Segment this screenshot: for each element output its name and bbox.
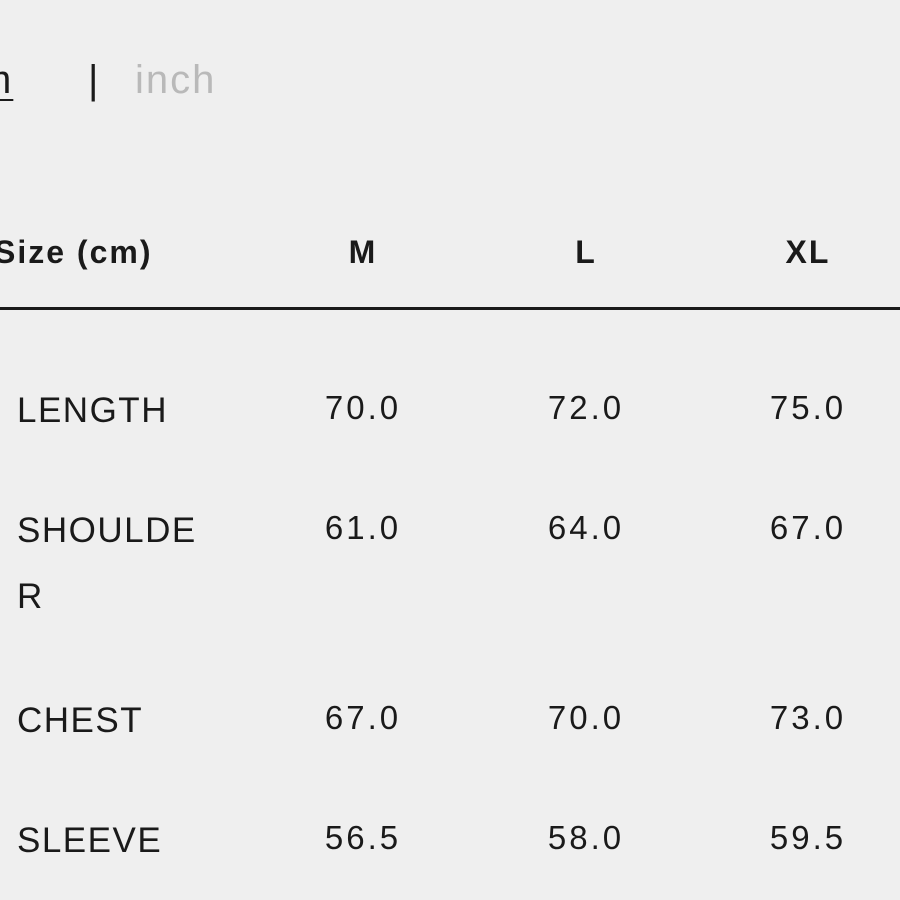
row-label: SLEEVE bbox=[17, 821, 163, 860]
cell-value: 70.0 bbox=[324, 389, 402, 426]
cell-value: 59.5 bbox=[769, 819, 847, 856]
unit-separator: | bbox=[88, 58, 101, 102]
cell-value: 58.0 bbox=[547, 819, 625, 856]
row-label: SHOULDER bbox=[17, 511, 197, 616]
cell-value: 61.0 bbox=[324, 509, 402, 546]
header-cell: L bbox=[575, 234, 597, 270]
cell-value: 72.0 bbox=[547, 389, 625, 426]
cell-value: 75.0 bbox=[769, 389, 847, 426]
header-cell: XL bbox=[785, 234, 831, 270]
header-rule bbox=[0, 307, 900, 310]
cell-value: 56.5 bbox=[324, 819, 402, 856]
row-label: LENGTH bbox=[17, 391, 168, 430]
cell-value: 67.0 bbox=[324, 699, 402, 736]
row-label: CHEST bbox=[17, 701, 144, 740]
cell-value: 73.0 bbox=[769, 699, 847, 736]
header-cell: Size (cm) bbox=[0, 234, 153, 270]
header-cell: M bbox=[348, 234, 378, 270]
unit-cm[interactable]: cm bbox=[0, 56, 13, 104]
cell-value: 67.0 bbox=[769, 509, 847, 546]
cell-value: 64.0 bbox=[547, 509, 625, 546]
cell-value: 70.0 bbox=[547, 699, 625, 736]
unit-inch[interactable]: inch bbox=[135, 58, 217, 102]
